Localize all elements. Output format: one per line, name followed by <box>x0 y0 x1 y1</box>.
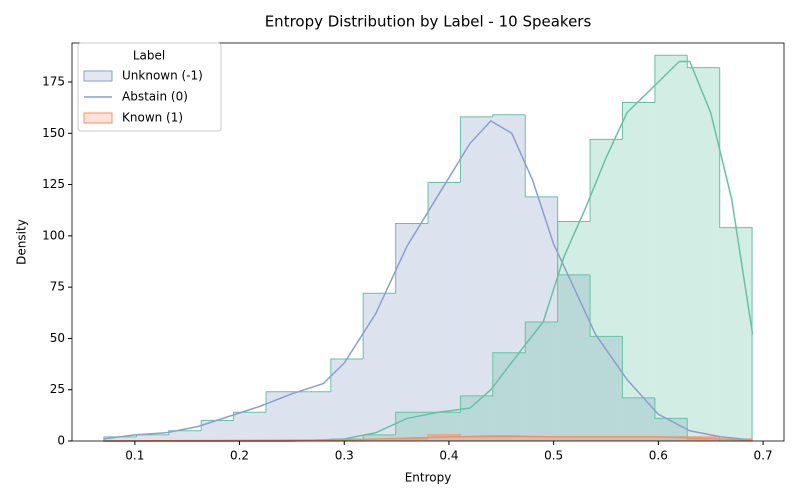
histogram-bar <box>460 395 493 441</box>
histogram-bar <box>525 322 558 441</box>
kde-line <box>103 120 753 441</box>
y-tick-label: 150 <box>42 126 65 140</box>
y-tick-label: 0 <box>57 434 65 448</box>
histogram-bar <box>233 412 267 441</box>
histogram-bar <box>201 420 234 441</box>
y-tick-label: 125 <box>42 177 65 191</box>
histogram-bar <box>687 67 720 441</box>
histogram-bar <box>590 436 623 441</box>
x-tick-label: 0.5 <box>544 449 563 463</box>
histogram-bar <box>168 430 202 441</box>
histogram-bar <box>557 221 591 441</box>
histogram-step <box>492 114 526 117</box>
histogram-bar <box>590 139 623 442</box>
histogram-step <box>589 138 623 222</box>
legend-box <box>77 42 222 132</box>
histogram-bar <box>654 55 688 442</box>
histogram-bar <box>654 418 688 441</box>
legend-label: Unknown (-1) <box>122 69 203 83</box>
plot-frame <box>71 42 785 442</box>
histogram-bar <box>330 358 364 441</box>
histogram-step <box>524 114 558 198</box>
histogram-step <box>621 101 655 140</box>
legend-label: Known (1) <box>122 111 183 125</box>
histogram-bar <box>395 438 428 441</box>
x-axis-label: Entropy <box>405 471 452 485</box>
histogram-step <box>427 182 461 224</box>
histogram-step <box>233 411 267 421</box>
histogram-step <box>686 55 720 69</box>
histogram-bar <box>492 114 526 441</box>
histogram-bar <box>395 223 428 441</box>
histogram-bar <box>460 116 493 442</box>
legend-label: Abstain (0) <box>122 90 188 104</box>
chart-title: Entropy Distribution by Label - 10 Speak… <box>265 13 592 31</box>
x-tick-label: 0.2 <box>230 449 249 463</box>
legend-swatch <box>83 70 113 82</box>
kde-line <box>103 60 754 442</box>
legend-swatch <box>83 112 113 124</box>
histogram-bar <box>103 436 137 441</box>
histogram-step <box>395 411 428 435</box>
histogram-bar <box>492 352 526 441</box>
histogram-bar <box>298 391 331 441</box>
histogram-bar <box>687 438 720 441</box>
histogram-bar <box>557 436 591 441</box>
legend-title: Label <box>133 49 165 63</box>
y-tick-label: 25 <box>50 382 65 396</box>
histogram-step <box>654 397 688 419</box>
y-tick-label: 100 <box>42 228 65 242</box>
histogram-bar <box>654 436 688 441</box>
histogram-step <box>330 358 364 392</box>
histogram-step <box>168 430 202 435</box>
histogram-step <box>200 419 234 431</box>
kde-line <box>103 435 753 442</box>
histogram-bar <box>395 412 428 441</box>
histogram-bar <box>363 434 396 441</box>
histogram-step <box>654 54 688 103</box>
histogram-bar <box>557 274 591 441</box>
y-tick-label: 50 <box>50 331 65 345</box>
histogram-bar <box>460 436 493 441</box>
x-tick-label: 0.1 <box>125 449 144 463</box>
y-axis-label: Density <box>15 219 29 265</box>
x-tick-label: 0.7 <box>754 449 773 463</box>
histogram-bar <box>363 293 396 441</box>
x-tick-label: 0.6 <box>649 449 668 463</box>
histogram-step <box>265 391 299 413</box>
histogram-bar <box>428 182 461 441</box>
y-tick-label: 175 <box>42 74 65 88</box>
histogram-bar <box>622 102 655 441</box>
histogram-bar <box>363 438 396 441</box>
histogram-bar <box>136 434 169 441</box>
histogram-step <box>459 116 493 183</box>
x-tick-label: 0.4 <box>439 449 458 463</box>
histogram-step <box>589 274 623 337</box>
histogram-bar <box>622 436 655 441</box>
histogram-step <box>492 352 526 396</box>
histogram-step <box>524 321 558 353</box>
histogram-bar <box>590 336 623 441</box>
histogram-bar <box>266 391 299 441</box>
x-tick-label: 0.3 <box>335 449 354 463</box>
histogram-step <box>459 395 493 413</box>
histogram-bar <box>525 436 558 441</box>
histogram-bar <box>428 434 461 441</box>
histogram-bar <box>492 436 526 441</box>
y-tick-label: 75 <box>50 280 65 294</box>
histogram-bar <box>719 227 753 441</box>
